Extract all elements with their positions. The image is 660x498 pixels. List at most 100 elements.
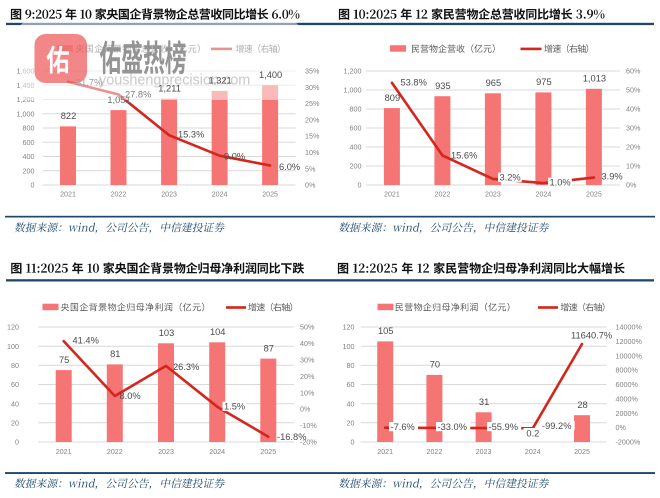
svg-text:400: 400 xyxy=(23,152,35,161)
svg-text:40%: 40% xyxy=(626,105,641,114)
svg-text:10%: 10% xyxy=(626,162,641,171)
svg-text:20%: 20% xyxy=(300,372,315,381)
svg-text:80: 80 xyxy=(347,361,355,370)
svg-text:20: 20 xyxy=(11,418,19,427)
svg-text:-16.8%: -16.8% xyxy=(277,432,306,442)
svg-text:20: 20 xyxy=(347,418,355,427)
svg-text:100: 100 xyxy=(7,342,19,351)
svg-text:5%: 5% xyxy=(305,164,316,173)
svg-text:104: 104 xyxy=(210,327,226,337)
svg-text:8.0%: 8.0% xyxy=(120,391,141,401)
svg-text:2022: 2022 xyxy=(107,448,123,456)
svg-text:400: 400 xyxy=(350,143,362,152)
svg-text:10%: 10% xyxy=(305,148,320,157)
svg-text:0: 0 xyxy=(351,438,355,447)
svg-text:20%: 20% xyxy=(305,116,320,125)
svg-text:1,211: 1,211 xyxy=(158,83,181,93)
svg-text:1.0%: 1.0% xyxy=(550,178,571,188)
svg-text:975: 975 xyxy=(536,77,552,87)
svg-text:2024: 2024 xyxy=(209,448,225,456)
svg-text:50%: 50% xyxy=(300,323,315,332)
svg-text:youshengprecision.com: youshengprecision.com xyxy=(99,73,250,89)
svg-text:2025: 2025 xyxy=(262,191,278,199)
svg-text:6000%: 6000% xyxy=(616,380,639,389)
svg-text:87: 87 xyxy=(264,343,274,353)
svg-text:0%: 0% xyxy=(300,405,311,414)
svg-text:41.4%: 41.4% xyxy=(73,336,99,346)
svg-text:2023: 2023 xyxy=(485,191,501,199)
svg-text:15.6%: 15.6% xyxy=(451,151,477,161)
svg-text:0: 0 xyxy=(31,181,35,190)
svg-text:1,000: 1,000 xyxy=(344,86,362,95)
svg-text:31: 31 xyxy=(479,397,489,407)
svg-text:120: 120 xyxy=(7,323,19,332)
svg-text:2025: 2025 xyxy=(574,448,590,456)
svg-text:0%: 0% xyxy=(626,181,637,190)
svg-text:2024: 2024 xyxy=(525,448,541,456)
svg-text:2021: 2021 xyxy=(56,448,72,456)
svg-text:-7.6%: -7.6% xyxy=(391,422,415,432)
svg-text:100: 100 xyxy=(343,342,355,351)
svg-text:2023: 2023 xyxy=(158,448,174,456)
svg-text:80: 80 xyxy=(11,361,19,370)
svg-text:935: 935 xyxy=(435,81,451,91)
svg-text:2024: 2024 xyxy=(212,191,228,199)
svg-text:-10%: -10% xyxy=(300,421,317,430)
svg-text:10%: 10% xyxy=(300,388,315,397)
svg-text:2023: 2023 xyxy=(476,448,492,456)
svg-text:-55.9%: -55.9% xyxy=(489,422,518,432)
svg-text:3.9%: 3.9% xyxy=(602,172,623,182)
svg-text:9.0%: 9.0% xyxy=(224,152,245,162)
svg-text:28: 28 xyxy=(577,400,587,410)
svg-text:2021: 2021 xyxy=(377,448,393,456)
svg-text:2025: 2025 xyxy=(260,448,276,456)
svg-text:40%: 40% xyxy=(300,339,315,348)
svg-text:2022: 2022 xyxy=(435,191,451,199)
svg-text:-20%: -20% xyxy=(300,438,317,447)
svg-text:103: 103 xyxy=(159,328,175,338)
svg-text:1,321: 1,321 xyxy=(208,76,231,86)
svg-text:1,000: 1,000 xyxy=(17,109,35,118)
svg-text:-99.2%: -99.2% xyxy=(542,421,571,431)
svg-text:120: 120 xyxy=(343,323,355,332)
svg-text:11640.7%: 11640.7% xyxy=(571,330,612,340)
svg-text:0: 0 xyxy=(358,181,362,190)
svg-text:31.7%: 31.7% xyxy=(76,78,102,88)
svg-text:60%: 60% xyxy=(626,67,641,76)
svg-text:809: 809 xyxy=(385,93,401,103)
svg-text:1,051: 1,051 xyxy=(107,95,130,105)
svg-text:26.3%: 26.3% xyxy=(173,362,199,372)
svg-text:1,400: 1,400 xyxy=(259,70,282,80)
svg-text:70: 70 xyxy=(430,360,440,370)
svg-text:965: 965 xyxy=(486,78,502,88)
svg-text:105: 105 xyxy=(378,326,394,336)
svg-text:60: 60 xyxy=(11,380,19,389)
svg-text:0.2: 0.2 xyxy=(526,428,539,438)
svg-text:800: 800 xyxy=(350,105,362,114)
svg-text:40: 40 xyxy=(11,399,19,408)
svg-text:30%: 30% xyxy=(626,124,641,133)
svg-text:4000%: 4000% xyxy=(616,395,639,404)
svg-text:40: 40 xyxy=(347,399,355,408)
svg-text:0: 0 xyxy=(15,438,19,447)
svg-text:2021: 2021 xyxy=(384,191,400,199)
svg-text:2024: 2024 xyxy=(536,191,552,199)
svg-text:8000%: 8000% xyxy=(616,366,639,375)
svg-text:50%: 50% xyxy=(626,86,641,95)
svg-text:0%: 0% xyxy=(616,423,627,432)
svg-text:200: 200 xyxy=(350,162,362,171)
svg-text:1,200: 1,200 xyxy=(344,67,362,76)
svg-text:15.3%: 15.3% xyxy=(178,130,204,140)
svg-text:-2000%: -2000% xyxy=(616,438,641,447)
svg-text:200: 200 xyxy=(23,166,35,175)
svg-text:25%: 25% xyxy=(305,99,320,108)
svg-text:822: 822 xyxy=(61,111,77,121)
svg-text:600: 600 xyxy=(350,124,362,133)
svg-text:6.0%: 6.0% xyxy=(279,162,300,172)
svg-text:0%: 0% xyxy=(305,181,316,190)
svg-text:-33.0%: -33.0% xyxy=(438,422,467,432)
svg-text:14000%: 14000% xyxy=(616,323,643,332)
svg-text:2022: 2022 xyxy=(427,448,443,456)
svg-text:60: 60 xyxy=(347,380,355,389)
svg-text:20%: 20% xyxy=(626,143,641,152)
